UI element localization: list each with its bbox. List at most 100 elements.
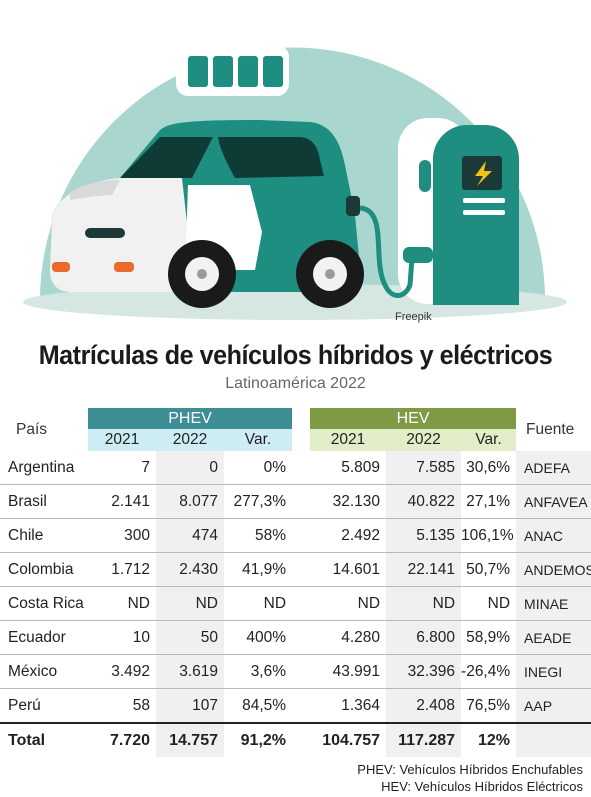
table-row: Perú 58 107 84,5% 1.364 2.408 76,5% AAP: [0, 688, 591, 724]
source-column-header: Fuente: [526, 421, 575, 438]
phev-var-value: 3,6%: [224, 654, 293, 689]
table-row: Ecuador 10 50 400% 4.280 6.800 58,9% AEA…: [0, 620, 591, 655]
hev-2021-value: 43.991: [310, 654, 387, 689]
phev-2022-value: 8.077: [156, 484, 224, 519]
phev-var-header: Var.: [224, 429, 293, 451]
phev-var-value: 277,3%: [224, 484, 293, 519]
charging-plug: [403, 247, 433, 263]
hev-var-value: 30,6%: [461, 451, 517, 485]
source-name: ANDEMOS: [516, 552, 591, 587]
phev-2022-value: 107: [156, 688, 224, 724]
hev-var-value: 58,9%: [461, 620, 517, 655]
phev-2021-value: 1.712: [88, 552, 156, 587]
source-name: MINAE: [516, 586, 591, 621]
phev-2021-header: 2021: [88, 429, 156, 451]
country-column-header: País: [16, 421, 48, 438]
hev-2021-value: 4.280: [310, 620, 387, 655]
hev-var-value: 27,1%: [461, 484, 517, 519]
phev-2022-value: 474: [156, 518, 224, 553]
car-icon: [49, 120, 364, 308]
charging-station-icon: [398, 118, 519, 305]
hev-2021-value: 5.809: [310, 451, 387, 485]
table-row: Brasil 2.141 8.077 277,3% 32.130 40.822 …: [0, 484, 591, 519]
phev-2021-value: ND: [88, 586, 156, 621]
phev-2022-value: 2.430: [156, 552, 224, 587]
table-row: Chile 300 474 58% 2.492 5.135 106,1% ANA…: [0, 518, 591, 553]
source-name: AEADE: [516, 620, 591, 655]
phev-var-value: 41,9%: [224, 552, 293, 587]
source-name: ANFAVEA: [516, 484, 591, 519]
hev-2021-header: 2021: [310, 429, 387, 451]
hev-2022-value: 6.800: [386, 620, 462, 655]
total-label: Total: [0, 722, 88, 757]
hev-var-value: 106,1%: [461, 518, 517, 553]
total-phev-2021: 7.720: [88, 722, 156, 757]
country-name: México: [0, 654, 88, 689]
table-row: Argentina 7 0 0% 5.809 7.585 30,6% ADEFA: [0, 451, 591, 485]
hev-2021-value: 1.364: [310, 688, 387, 724]
table-row: México 3.492 3.619 3,6% 43.991 32.396 -2…: [0, 654, 591, 689]
country-name: Perú: [0, 688, 88, 724]
hev-var-value: 50,7%: [461, 552, 517, 587]
phev-var-value: 0%: [224, 451, 293, 485]
hev-2022-value: 40.822: [386, 484, 462, 519]
source-name: ANAC: [516, 518, 591, 553]
table-row: Colombia 1.712 2.430 41,9% 14.601 22.141…: [0, 552, 591, 587]
hev-var-value: ND: [461, 586, 517, 621]
country-name: Costa Rica: [0, 586, 88, 621]
hev-2021-value: 32.130: [310, 484, 387, 519]
legend-phev: PHEV: Vehículos Híbridos Enchufables: [357, 762, 583, 777]
phev-2022-value: ND: [156, 586, 224, 621]
phev-2022-value: 3.619: [156, 654, 224, 689]
hev-var-value: -26,4%: [461, 654, 517, 689]
battery-icon: [176, 45, 289, 96]
hev-2022-value: ND: [386, 586, 462, 621]
country-name: Brasil: [0, 484, 88, 519]
page-subtitle: Latinoamérica 2022: [225, 375, 366, 392]
hev-2021-value: 2.492: [310, 518, 387, 553]
ev-charging-illustration: [23, 45, 567, 320]
hev-2021-value: 14.601: [310, 552, 387, 587]
page-title: Matrículas de vehículos híbridos y eléct…: [38, 340, 553, 370]
total-phev-var: 91,2%: [224, 722, 293, 757]
phev-var-value: 58%: [224, 518, 293, 553]
country-name: Colombia: [0, 552, 88, 587]
charging-cable: [359, 205, 415, 298]
hev-2021-value: ND: [310, 586, 387, 621]
source-name: INEGI: [516, 654, 591, 689]
phev-group-header: PHEV: [88, 408, 293, 429]
country-name: Argentina: [0, 451, 88, 485]
image-credit: Freepik: [395, 311, 432, 323]
phev-2021-value: 3.492: [88, 654, 156, 689]
phev-2021-value: 300: [88, 518, 156, 553]
phev-2022-value: 50: [156, 620, 224, 655]
hev-2022-value: 2.408: [386, 688, 462, 724]
phev-2021-value: 7: [88, 451, 156, 485]
registrations-table: País PHEV HEV Fuente 2021 2022 Var. 2021…: [0, 408, 591, 757]
total-hev-var: 12%: [461, 722, 517, 757]
total-hev-2022: 117.287: [386, 722, 462, 757]
phev-2021-value: 10: [88, 620, 156, 655]
hev-2022-value: 22.141: [386, 552, 462, 587]
total-hev-2021: 104.757: [310, 722, 387, 757]
source-name: AAP: [516, 688, 591, 724]
table-row: Costa Rica ND ND ND ND ND ND MINAE: [0, 586, 591, 621]
phev-var-value: 400%: [224, 620, 293, 655]
hev-2022-value: 7.585: [386, 451, 462, 485]
legend-hev: HEV: Vehículos Híbridos Eléctricos: [381, 779, 583, 794]
total-phev-2022: 14.757: [156, 722, 224, 757]
total-row: Total 7.720 14.757 91,2% 104.757 117.287…: [0, 722, 591, 757]
country-name: Ecuador: [0, 620, 88, 655]
phev-2021-value: 58: [88, 688, 156, 724]
phev-2021-value: 2.141: [88, 484, 156, 519]
phev-var-value: ND: [224, 586, 293, 621]
country-name: Chile: [0, 518, 88, 553]
hev-2022-value: 32.396: [386, 654, 462, 689]
phev-2022-header: 2022: [156, 429, 224, 451]
source-name: ADEFA: [516, 451, 591, 485]
hev-var-value: 76,5%: [461, 688, 517, 724]
hev-2022-header: 2022: [386, 429, 462, 451]
phev-2022-value: 0: [156, 451, 224, 485]
hev-var-header: Var.: [461, 429, 517, 451]
hev-group-header: HEV: [310, 408, 517, 429]
